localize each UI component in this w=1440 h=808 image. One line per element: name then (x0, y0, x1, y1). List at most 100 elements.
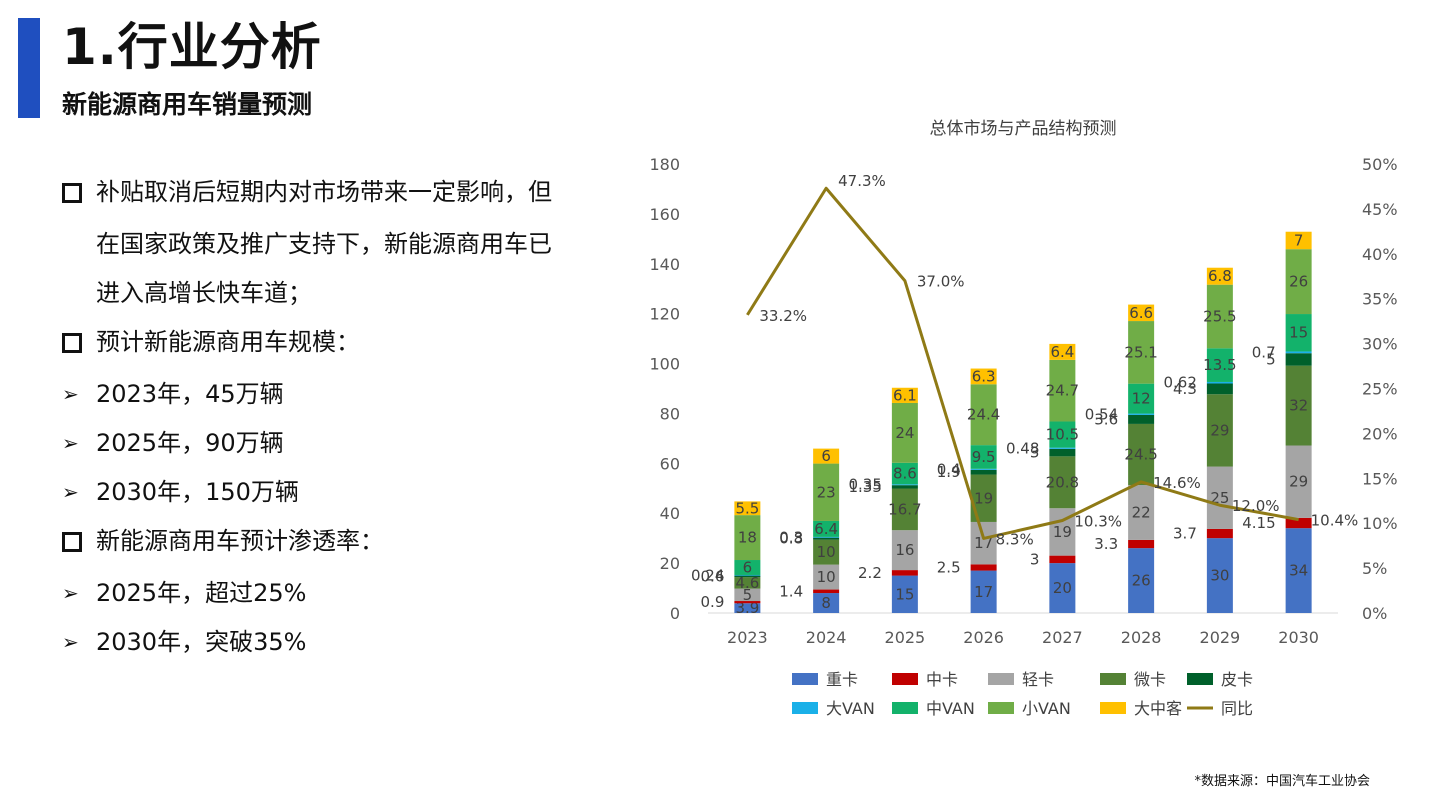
bar-segment (891, 575, 918, 613)
bar-segment (1206, 284, 1233, 349)
bar-segment (970, 521, 997, 565)
chart-title: 总体市场与产品结构预测 (930, 119, 1117, 139)
x-tick-label: 2026 (963, 628, 1004, 647)
data-label: 10 (817, 568, 836, 586)
y-tick-label: 180 (649, 155, 680, 174)
data-label: 1.35 (848, 478, 881, 496)
data-label: 26 (1132, 572, 1151, 590)
bar-segment (1206, 383, 1233, 395)
line-data-label: 10.4% (1311, 512, 1359, 530)
bar-segment (1206, 267, 1233, 285)
bullet-item: ➢ 2030年，150万辆 (62, 468, 632, 517)
bar-segment (734, 515, 761, 561)
y2-tick-label: 50% (1362, 155, 1398, 174)
bar-segment (734, 575, 761, 578)
bullet-text: 2030年，150万辆 (96, 478, 299, 506)
bar-segment (970, 445, 997, 469)
data-label: 2.2 (858, 564, 882, 582)
y2-tick-label: 5% (1362, 559, 1387, 578)
y-tick-label: 160 (649, 205, 680, 224)
y2-tick-label: 15% (1362, 469, 1398, 488)
legend-label: 重卡 (826, 670, 858, 689)
data-label: 16.7 (888, 500, 921, 518)
bar-segment (970, 468, 997, 470)
data-label: 4.15 (1242, 514, 1275, 532)
data-label: 20 (1053, 579, 1072, 597)
legend-label: 皮卡 (1221, 670, 1253, 689)
bullet-text: 2030年，突破35% (96, 628, 307, 656)
bar-segment (734, 588, 761, 602)
bullet-text: 进入高增长快车道； (96, 279, 312, 307)
bar-segment (1128, 423, 1155, 486)
bar-segment (813, 448, 840, 464)
data-label: 19 (1053, 523, 1072, 541)
line-data-label: 12.0% (1232, 497, 1280, 515)
y-tick-label: 80 (660, 404, 680, 423)
line-data-label: 8.3% (996, 530, 1034, 548)
bar-segment (970, 564, 997, 571)
bar-segment (1128, 539, 1155, 549)
legend-label: 小VAN (1022, 699, 1071, 718)
bar-segment (1049, 359, 1076, 422)
bar-segment (891, 485, 918, 489)
bar-segment (1206, 381, 1233, 384)
bar-segment (813, 537, 840, 540)
data-label: 0.4 (937, 460, 961, 478)
bar-segment (734, 603, 761, 613)
data-label: 24 (895, 424, 914, 442)
page-title: 1.行业分析 (62, 18, 322, 76)
bullet-item: ➢ 2023年，45万辆 (62, 370, 632, 419)
data-label: 4.6 (735, 574, 759, 592)
data-label: 25.5 (1203, 307, 1236, 325)
data-label: 0.6 (701, 567, 725, 585)
bar-segment (1049, 343, 1076, 360)
data-label: 3.3 (1094, 535, 1118, 553)
data-label: 15 (1289, 324, 1308, 342)
bar-segment (1128, 414, 1155, 424)
data-label: 30 (1210, 567, 1229, 585)
data-label: 24.7 (1046, 382, 1079, 400)
bullet-text: 补贴取消后短期内对市场带来一定影响，但 (96, 178, 552, 206)
bar-segment (1128, 321, 1155, 384)
data-label: 0.8 (779, 530, 803, 548)
data-label: 6.4 (1050, 343, 1074, 361)
data-label: 16 (895, 541, 914, 559)
title-accent-bar (18, 18, 40, 118)
bar-segment (1049, 421, 1076, 448)
bar-segment (1285, 353, 1312, 366)
legend-swatch (988, 702, 1014, 714)
data-label: 5.5 (735, 499, 759, 517)
x-tick-label: 2023 (727, 628, 768, 647)
bar-segment (813, 539, 840, 565)
bullet-item: 进入高增长快车道； (62, 269, 632, 318)
square-bullet-icon (62, 517, 96, 569)
y2-tick-label: 10% (1362, 514, 1398, 533)
bullet-text: 预计新能源商用车规模： (96, 328, 360, 356)
legend-swatch (1100, 673, 1126, 685)
data-label: 6 (743, 559, 753, 577)
data-label: 3.7 (1173, 525, 1197, 543)
line-data-label: 33.2% (759, 307, 807, 325)
bar-segment (1128, 485, 1155, 540)
bullet-list: 补贴取消后短期内对市场带来一定影响，但在国家政策及推广支持下，新能源商用车已进入… (62, 168, 632, 667)
square-bullet-icon (62, 318, 96, 370)
data-label: 3.9 (735, 599, 759, 617)
bar-segment (891, 570, 918, 576)
bar-segment (1049, 563, 1076, 613)
legend-label: 轻卡 (1022, 670, 1054, 689)
data-label: 17 (974, 583, 993, 601)
bar-segment (1128, 413, 1155, 415)
y-tick-label: 0 (670, 604, 680, 623)
data-label: 0.54 (1085, 405, 1118, 423)
legend-swatch (792, 673, 818, 685)
bullet-item: 在国家政策及推广支持下，新能源商用车已 (62, 220, 632, 269)
bar-segment (734, 577, 761, 589)
bar-segment (891, 402, 918, 463)
bullet-text: 2025年，超过25% (96, 579, 307, 607)
bar-segment (813, 564, 840, 590)
bar-segment (891, 387, 918, 403)
bar-segment (1049, 447, 1076, 449)
data-label: 25.1 (1124, 343, 1157, 361)
source-footnote: *数据来源：中国汽车工业协会 (1194, 774, 1370, 789)
bar-segment (1285, 314, 1312, 352)
